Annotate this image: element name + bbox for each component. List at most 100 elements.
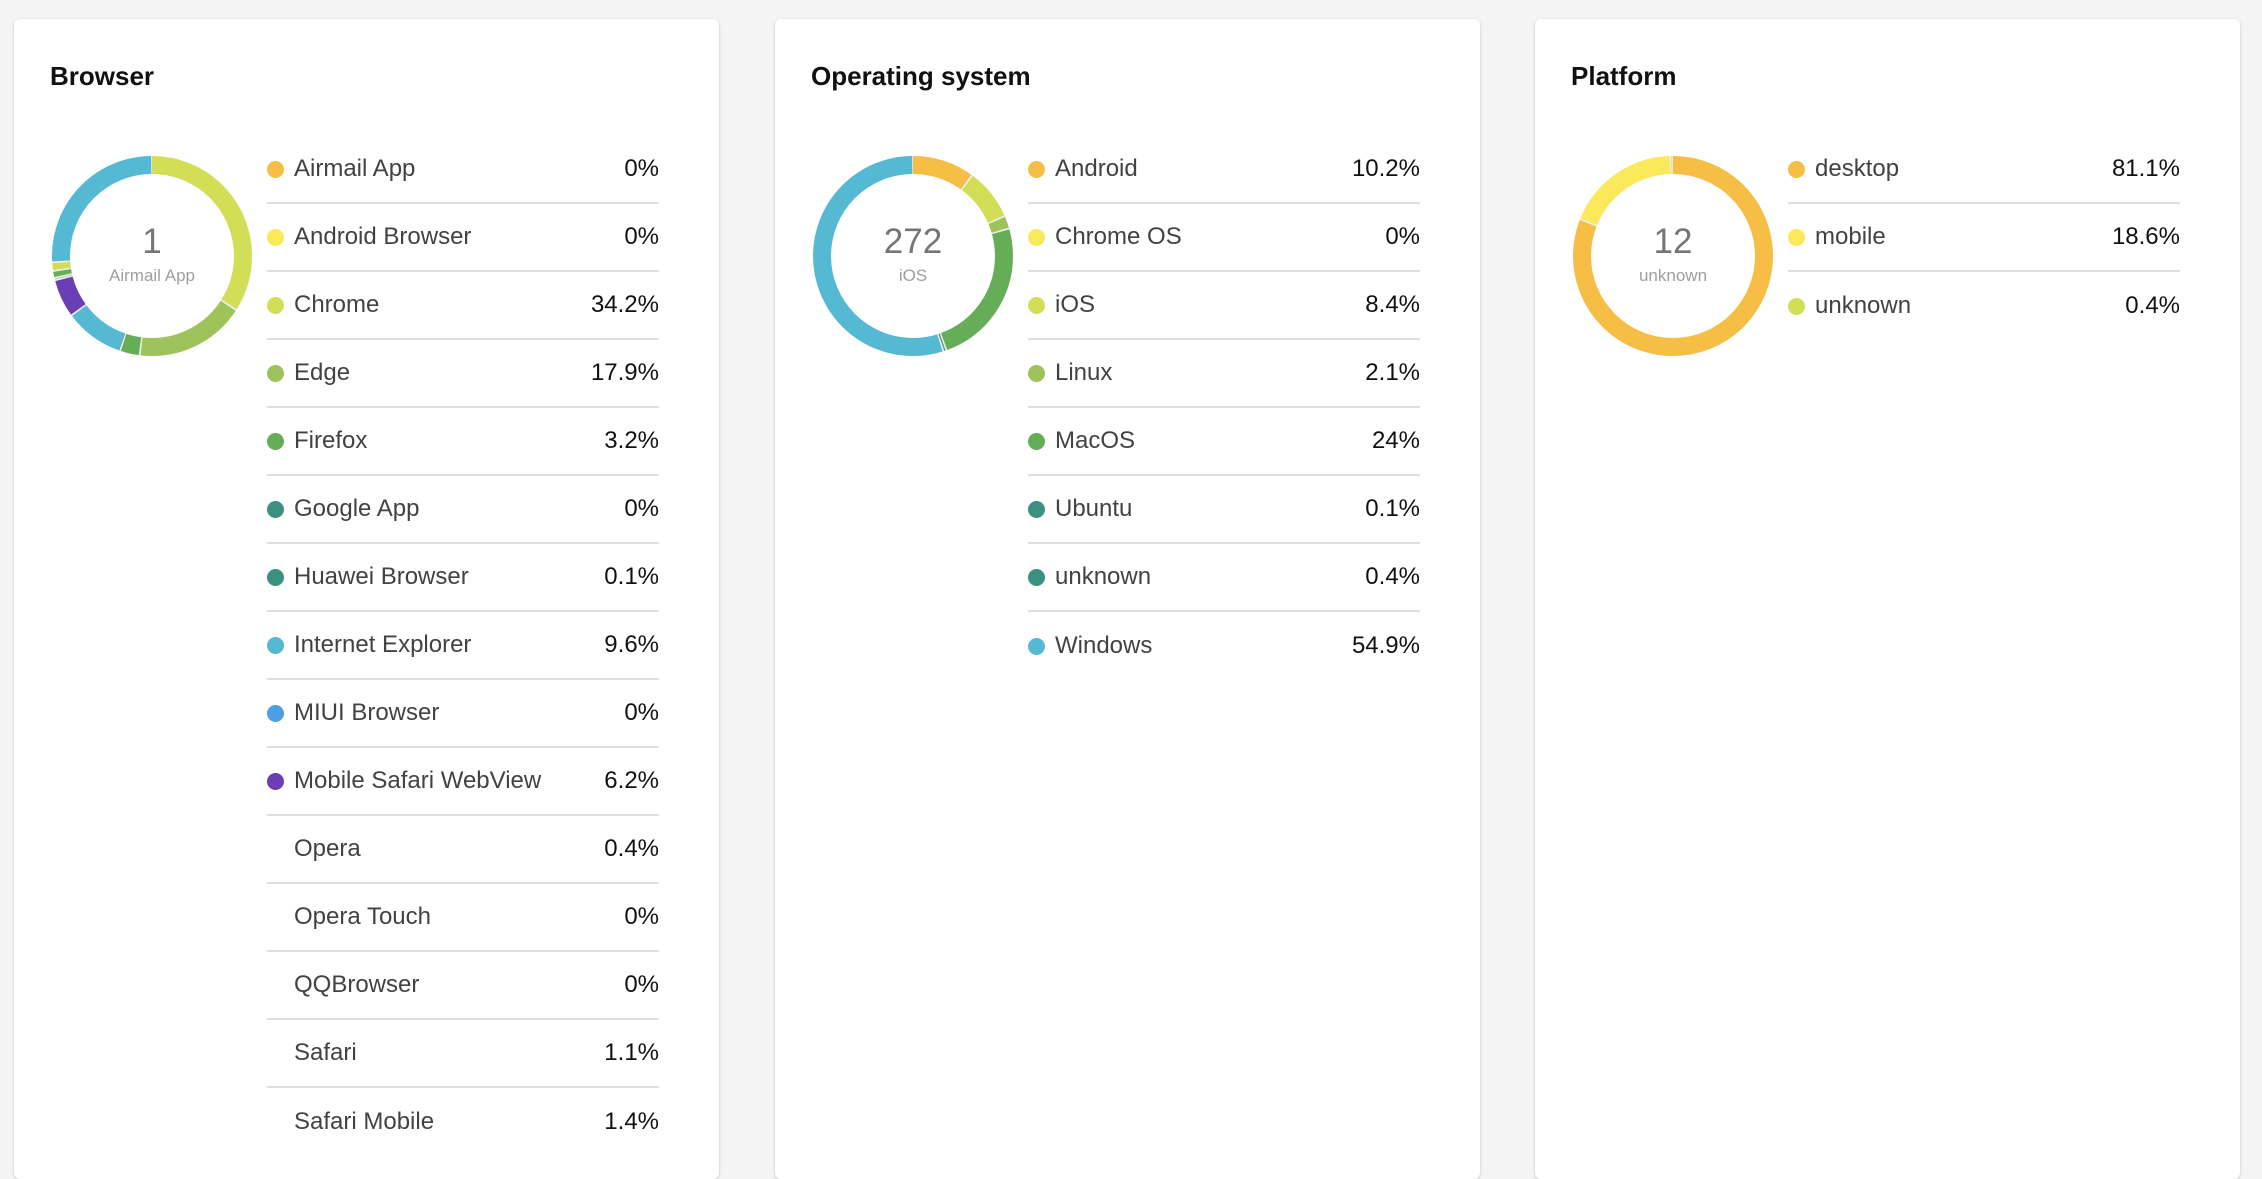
legend-label: iOS bbox=[1055, 291, 1096, 318]
legend-item-safari[interactable]: Safari 1.1% bbox=[267, 1020, 659, 1088]
legend-dot-icon bbox=[267, 228, 284, 246]
legend-item-android-browser[interactable]: Android Browser 0% bbox=[267, 204, 659, 272]
legend-item-chrome-os[interactable]: Chrome OS 0% bbox=[1028, 204, 1420, 272]
legend-label: Linux bbox=[1055, 359, 1113, 386]
platform-legend: desktop 81.1% mobile 18.6% unknown 0.4% bbox=[1788, 136, 2180, 340]
legend-dot-icon bbox=[267, 1114, 284, 1131]
donut-slice-edge[interactable] bbox=[52, 156, 252, 356]
legend-value: 54.9% bbox=[1351, 632, 1420, 659]
legend-item-opera[interactable]: Opera 0.4% bbox=[267, 816, 659, 884]
legend-label: Android bbox=[1055, 155, 1138, 182]
legend-item-macos[interactable]: MacOS 24% bbox=[1028, 408, 1420, 476]
card-title: Platform bbox=[1571, 61, 1677, 91]
legend-item-safari-mobile[interactable]: Safari Mobile 1.4% bbox=[267, 1088, 659, 1156]
legend-value: 0% bbox=[624, 223, 659, 250]
legend-item-mobile[interactable]: mobile 18.6% bbox=[1788, 204, 2180, 272]
legend-value: 0% bbox=[624, 155, 659, 182]
donut-slice-desktop[interactable] bbox=[1573, 156, 1773, 356]
legend-item-desktop[interactable]: desktop 81.1% bbox=[1788, 136, 2180, 204]
legend-value: 0.4% bbox=[1365, 563, 1420, 590]
legend-label: desktop bbox=[1815, 155, 1900, 182]
legend-dot-icon bbox=[1788, 228, 1805, 246]
legend-label: Huawei Browser bbox=[294, 563, 469, 590]
legend-label: Ubuntu bbox=[1055, 495, 1133, 522]
legend-label: Windows bbox=[1055, 632, 1153, 659]
legend-dot-icon bbox=[267, 568, 284, 586]
legend-value: 17.9% bbox=[590, 359, 659, 386]
legend-dot-icon bbox=[1028, 160, 1045, 178]
donut-slice-other[interactable] bbox=[52, 156, 252, 356]
legend-dot-icon bbox=[1028, 568, 1045, 586]
legend-label: Android Browser bbox=[294, 223, 472, 250]
platform-donut-chart[interactable]: 12 unknown bbox=[1572, 155, 1774, 357]
legend-dot-icon bbox=[267, 296, 284, 314]
operating-system-donut-chart[interactable]: 272 iOS bbox=[812, 155, 1014, 357]
legend-dot-icon bbox=[267, 1045, 284, 1062]
legend-item-internet-explorer[interactable]: Internet Explorer 9.6% bbox=[267, 612, 659, 680]
legend-item-unknown[interactable]: unknown 0.4% bbox=[1788, 272, 2180, 340]
legend-value: 0% bbox=[1385, 223, 1420, 250]
legend-item-opera-touch[interactable]: Opera Touch 0% bbox=[267, 884, 659, 952]
card-title: Operating system bbox=[811, 61, 1031, 91]
legend-item-google-app[interactable]: Google App 0% bbox=[267, 476, 659, 544]
legend-item-ubuntu[interactable]: Ubuntu 0.1% bbox=[1028, 476, 1420, 544]
platform-card: Platform 12 unknown desktop 81.1% mobile 18… bbox=[1535, 19, 2240, 1179]
legend-label: unknown bbox=[1815, 292, 1912, 319]
legend-item-edge[interactable]: Edge 17.9% bbox=[267, 340, 659, 408]
legend-value: 1.1% bbox=[604, 1039, 659, 1066]
donut-slice-macos[interactable] bbox=[813, 156, 1013, 356]
legend-item-airmail-app[interactable]: Airmail App 0% bbox=[267, 136, 659, 204]
operating-system-card: Operating system 272 iOS Android 10.2% Chr… bbox=[775, 19, 1480, 1179]
legend-item-ios[interactable]: iOS 8.4% bbox=[1028, 272, 1420, 340]
donut-slice-android[interactable] bbox=[813, 156, 1013, 356]
legend-item-huawei-browser[interactable]: Huawei Browser 0.1% bbox=[267, 544, 659, 612]
legend-value: 18.6% bbox=[2111, 223, 2180, 250]
legend-label: Chrome bbox=[294, 291, 380, 318]
legend-label: unknown bbox=[1055, 563, 1152, 590]
legend-value: 0.4% bbox=[2125, 292, 2180, 319]
legend-value: 0% bbox=[624, 495, 659, 522]
legend-value: 2.1% bbox=[1365, 359, 1420, 386]
legend-item-chrome[interactable]: Chrome 34.2% bbox=[267, 272, 659, 340]
donut-slice-chrome[interactable] bbox=[52, 156, 252, 356]
legend-item-firefox[interactable]: Firefox 3.2% bbox=[267, 408, 659, 476]
donut-svg bbox=[813, 156, 1013, 356]
legend-item-android[interactable]: Android 10.2% bbox=[1028, 136, 1420, 204]
legend-value: 81.1% bbox=[2111, 155, 2180, 182]
legend-item-linux[interactable]: Linux 2.1% bbox=[1028, 340, 1420, 408]
legend-value: 34.2% bbox=[590, 291, 659, 318]
legend-label: Airmail App bbox=[294, 155, 416, 182]
legend-label: Opera bbox=[294, 835, 361, 862]
legend-dot-icon bbox=[267, 841, 284, 858]
legend-item-miui-browser[interactable]: MIUI Browser 0% bbox=[267, 680, 659, 748]
legend-value: 8.4% bbox=[1365, 291, 1420, 318]
legend-dot-icon bbox=[1028, 432, 1045, 450]
legend-item-unknown[interactable]: unknown 0.4% bbox=[1028, 544, 1420, 612]
legend-dot-icon bbox=[267, 500, 284, 518]
browser-donut-chart[interactable]: 1 Airmail App bbox=[51, 155, 253, 357]
legend-value: 6.2% bbox=[604, 767, 659, 794]
donut-slice-windows[interactable] bbox=[813, 156, 1013, 356]
legend-label: MIUI Browser bbox=[294, 699, 440, 726]
legend-item-mobile-safari-webview[interactable]: Mobile Safari WebView 6.2% bbox=[267, 748, 659, 816]
legend-value: 0.1% bbox=[1365, 495, 1420, 522]
legend-value: 1.4% bbox=[604, 1108, 659, 1135]
legend-dot-icon bbox=[267, 432, 284, 450]
legend-dot-icon bbox=[267, 364, 284, 382]
legend-value: 0.4% bbox=[604, 835, 659, 862]
legend-item-windows[interactable]: Windows 54.9% bbox=[1028, 612, 1420, 680]
donut-svg bbox=[1573, 156, 1773, 356]
operating-system-legend: Android 10.2% Chrome OS 0% iOS 8.4% Linux 2.1% M… bbox=[1028, 136, 1420, 680]
donut-svg bbox=[52, 156, 252, 356]
legend-label: Mobile Safari WebView bbox=[294, 767, 542, 794]
legend-label: Internet Explorer bbox=[294, 631, 472, 658]
legend-label: Safari Mobile bbox=[294, 1108, 435, 1135]
legend-item-qqbrowser[interactable]: QQBrowser 0% bbox=[267, 952, 659, 1020]
browser-card: Browser 1 Airmail App Airmail App 0% Andro… bbox=[14, 19, 719, 1179]
legend-value: 9.6% bbox=[604, 631, 659, 658]
legend-label: mobile bbox=[1815, 223, 1886, 250]
legend-value: 10.2% bbox=[1351, 155, 1420, 182]
legend-dot-icon bbox=[1028, 228, 1045, 246]
legend-label: QQBrowser bbox=[294, 971, 420, 998]
browser-legend: Airmail App 0% Android Browser 0% Chrome 34.2… bbox=[267, 136, 659, 1156]
